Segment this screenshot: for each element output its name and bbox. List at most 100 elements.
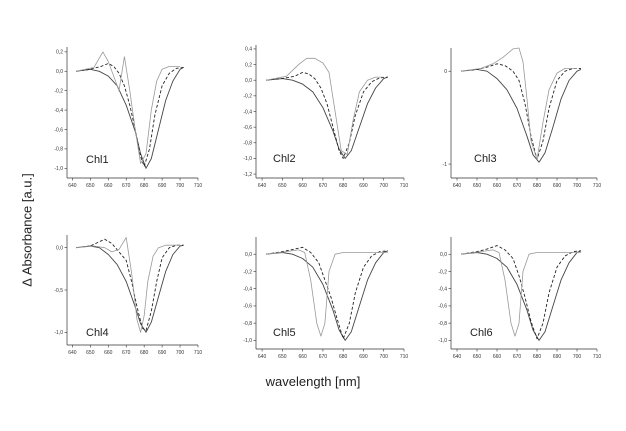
y-tick-label: -1,0 [54, 166, 63, 172]
x-tick-label: 680 [533, 354, 542, 360]
x-tick-label: 680 [339, 183, 348, 189]
x-tick-label: 650 [473, 354, 482, 360]
series-line-dotted [460, 47, 577, 160]
y-tick-label: 0,2 [56, 50, 63, 56]
y-tick-label: -0,6 [243, 304, 252, 310]
x-tick-label: 650 [278, 183, 287, 189]
panel-label: Chl5 [273, 327, 296, 339]
y-tick-label: -0,8 [243, 141, 252, 147]
y-tick-label: 0,2 [245, 62, 252, 68]
panel-label: Chl6 [470, 327, 493, 339]
y-tick-label: -0,5 [54, 288, 63, 294]
x-tick-label: 670 [122, 350, 131, 356]
series-line-dashed [266, 71, 388, 159]
y-tick-label: -0,8 [54, 147, 63, 153]
x-tick-label: 710 [194, 183, 203, 189]
x-tick-label: 650 [278, 354, 287, 360]
x-tick-label: 670 [513, 183, 522, 189]
panel-4: 640 650 660 670 680 690 700 710 0,0 -0,5 -1,0 Chl4 [54, 235, 202, 356]
y-tick-label: -1 [443, 162, 448, 168]
y-tick-label: -0,4 [243, 109, 252, 115]
x-tick-label: 700 [380, 354, 389, 360]
y-tick-label: -0,2 [438, 269, 447, 275]
x-tick-label: 690 [553, 183, 562, 189]
x-tick-label: 660 [104, 350, 113, 356]
x-tick-label: 700 [380, 183, 389, 189]
y-axis-title: Δ Absorbance [a.u.] [19, 173, 35, 287]
y-tick-label: -1,0 [243, 338, 252, 344]
series-line-dotted [75, 237, 181, 333]
panel-2: 640 650 660 670 680 690 700 710 0,4 0,2 0,0 -0,2 -0,… [243, 45, 408, 189]
y-tick-label: 0,0 [245, 252, 252, 258]
series-line-dashed [75, 238, 184, 332]
y-tick-label: 0,0 [245, 78, 252, 84]
panel-label: Chl3 [474, 153, 497, 165]
x-tick-label: 700 [176, 183, 185, 189]
y-tick-label: -0,2 [243, 94, 252, 100]
series-line-dashed [266, 246, 388, 340]
panel-label: Chl4 [86, 327, 109, 339]
x-tick-label: 670 [319, 354, 328, 360]
x-tick-label: 710 [400, 183, 409, 189]
y-axis-title-wrap: Δ Absorbance [a.u.] [12, 170, 42, 290]
x-tick-label: 690 [158, 183, 167, 189]
y-tick-label: -0,6 [54, 127, 63, 133]
series-line-dotted [266, 57, 384, 155]
x-tick-label: 680 [339, 354, 348, 360]
series-line-solid [460, 250, 582, 341]
x-tick-label: 660 [104, 183, 113, 189]
x-tick-label: 640 [68, 350, 77, 356]
x-tick-label: 690 [553, 354, 562, 360]
series-line-solid [266, 76, 388, 159]
y-tick-label: -0,4 [243, 286, 252, 292]
y-tick-label: -0,4 [438, 286, 447, 292]
x-tick-label: 690 [359, 354, 368, 360]
x-axis-title: wavelength [nm] [265, 374, 361, 389]
x-tick-label: 700 [573, 183, 582, 189]
y-tick-label: -0,2 [243, 269, 252, 275]
y-tick-label: 0 [444, 69, 447, 75]
series-line-dashed [460, 63, 581, 160]
x-tick-label: 680 [140, 350, 149, 356]
y-tick-label: 0,4 [245, 47, 252, 53]
x-tick-label: 690 [359, 183, 368, 189]
y-tick-label: 0,0 [56, 69, 63, 75]
x-tick-label: 640 [258, 183, 267, 189]
x-tick-label: 680 [140, 183, 149, 189]
panel-3: 640 650 660 670 680 690 700 710 0 -1 Chl3 [443, 47, 602, 189]
panel-1: 640 650 660 670 680 690 700 710 0,2 0,0 -0,2 -0,4 -0… [54, 47, 202, 189]
x-tick-label: 680 [533, 183, 542, 189]
panel-5: 640 650 660 670 680 690 700 710 0,0 -0,2 -0,4 -0,6 -… [243, 237, 408, 360]
series-line-solid [75, 67, 184, 169]
y-tick-label: -0,4 [54, 108, 63, 114]
x-tick-label: 660 [493, 354, 502, 360]
x-tick-label: 670 [513, 354, 522, 360]
x-tick-label: 710 [194, 350, 203, 356]
series-line-solid [266, 250, 388, 341]
y-tick-label: -0,6 [438, 304, 447, 310]
x-tick-label: 670 [319, 183, 328, 189]
x-tick-label: 710 [593, 354, 602, 360]
x-tick-label: 650 [86, 183, 95, 189]
x-tick-label: 650 [473, 183, 482, 189]
panel-label: Chl1 [86, 154, 109, 166]
x-tick-label: 640 [68, 183, 77, 189]
panel-label: Chl2 [273, 153, 296, 165]
panel-6: 640 650 660 670 680 690 700 710 0,0 -0,2 -0,4 -0,6 -… [438, 237, 601, 360]
series-line-solid [75, 244, 184, 333]
y-tick-label: -0,8 [438, 321, 447, 327]
x-tick-label: 660 [298, 354, 307, 360]
y-tick-label: -0,8 [243, 321, 252, 327]
y-tick-label: -1,0 [438, 338, 447, 344]
y-tick-label: -1,0 [243, 156, 252, 162]
x-tick-label: 710 [593, 183, 602, 189]
x-tick-label: 640 [258, 354, 267, 360]
x-tick-label: 670 [122, 183, 131, 189]
x-tick-label: 640 [453, 354, 462, 360]
y-tick-label: 0,0 [440, 252, 447, 258]
y-tick-label: -0,2 [54, 88, 63, 94]
series-line-dotted [266, 249, 388, 337]
y-tick-label: -0,6 [243, 125, 252, 131]
series-line-dashed [460, 245, 582, 340]
series-line-solid [460, 68, 582, 163]
